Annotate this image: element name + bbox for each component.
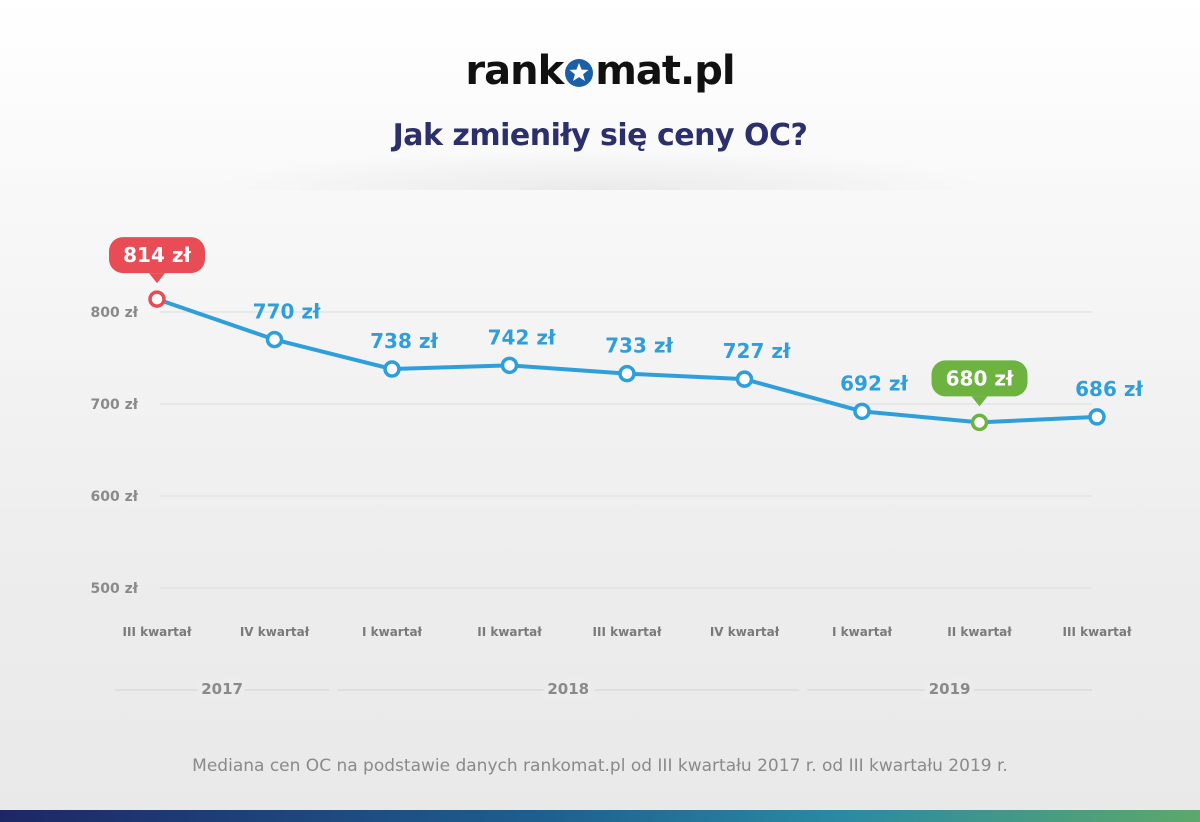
data-point	[970, 413, 989, 432]
data-label: 770 zł	[253, 300, 321, 324]
data-label-pointer	[149, 273, 165, 284]
data-label-pointer	[971, 396, 988, 407]
chart-caption: Mediana cen OC na podstawie danych ranko…	[192, 756, 1008, 776]
x-tick-label: III kwartał	[1063, 625, 1132, 639]
x-tick-label: IV kwartał	[240, 625, 310, 639]
y-tick-label: 600 zł	[91, 489, 139, 505]
rankomat-logo: rank mat.pl	[0, 46, 1200, 94]
x-tick-label: IV kwartał	[710, 625, 780, 639]
data-point	[1088, 408, 1106, 426]
data-point	[735, 370, 754, 388]
x-tick-label: II kwartał	[947, 625, 1012, 639]
data-label: 814 zł	[123, 243, 191, 267]
data-label: 742 zł	[488, 325, 556, 349]
bottom-gradient-bar	[0, 810, 1200, 822]
data-label: 733 zł	[605, 334, 673, 358]
data-point	[618, 364, 636, 383]
y-tick-label: 700 zł	[91, 397, 139, 413]
y-tick-label: 500 zł	[91, 581, 139, 597]
star-in-circle-icon	[565, 59, 594, 87]
data-point	[265, 330, 284, 349]
year-label: 2017	[201, 680, 243, 698]
y-tick-label: 800 zł	[91, 305, 139, 321]
year-label: 2019	[929, 680, 971, 698]
data-label: 692 zł	[840, 371, 908, 395]
page-title: Jak zmieniły się ceny OC?	[392, 118, 808, 153]
x-tick-label: II kwartał	[477, 625, 542, 639]
data-label: 680 zł	[946, 366, 1014, 390]
x-tick-label: I kwartał	[362, 625, 423, 639]
data-label: 727 zł	[723, 339, 791, 363]
data-label: 738 zł	[370, 329, 438, 353]
data-point	[148, 290, 166, 308]
logo-text-start: rank	[465, 48, 564, 94]
year-label: 2018	[547, 680, 589, 698]
x-tick-label: III kwartał	[123, 625, 192, 639]
data-point	[500, 356, 519, 375]
data-label-badge	[931, 360, 1028, 397]
header-shadow	[200, 150, 1000, 190]
data-point	[853, 402, 871, 421]
data-label: 686 zł	[1075, 377, 1143, 401]
x-tick-label: I kwartał	[832, 625, 893, 639]
data-label-badge	[109, 237, 205, 274]
data-point	[383, 360, 401, 378]
x-tick-label: III kwartał	[593, 625, 662, 639]
logo-text-end: mat.pl	[595, 48, 735, 94]
